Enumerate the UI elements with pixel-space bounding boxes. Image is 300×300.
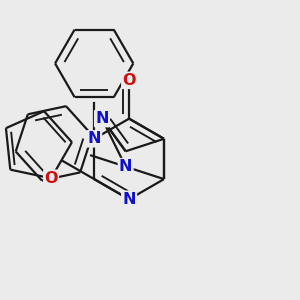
Text: N: N	[87, 131, 101, 146]
Text: N: N	[119, 159, 132, 174]
Text: O: O	[122, 73, 136, 88]
Text: O: O	[44, 171, 58, 186]
Text: N: N	[122, 192, 136, 207]
Text: N: N	[95, 111, 109, 126]
